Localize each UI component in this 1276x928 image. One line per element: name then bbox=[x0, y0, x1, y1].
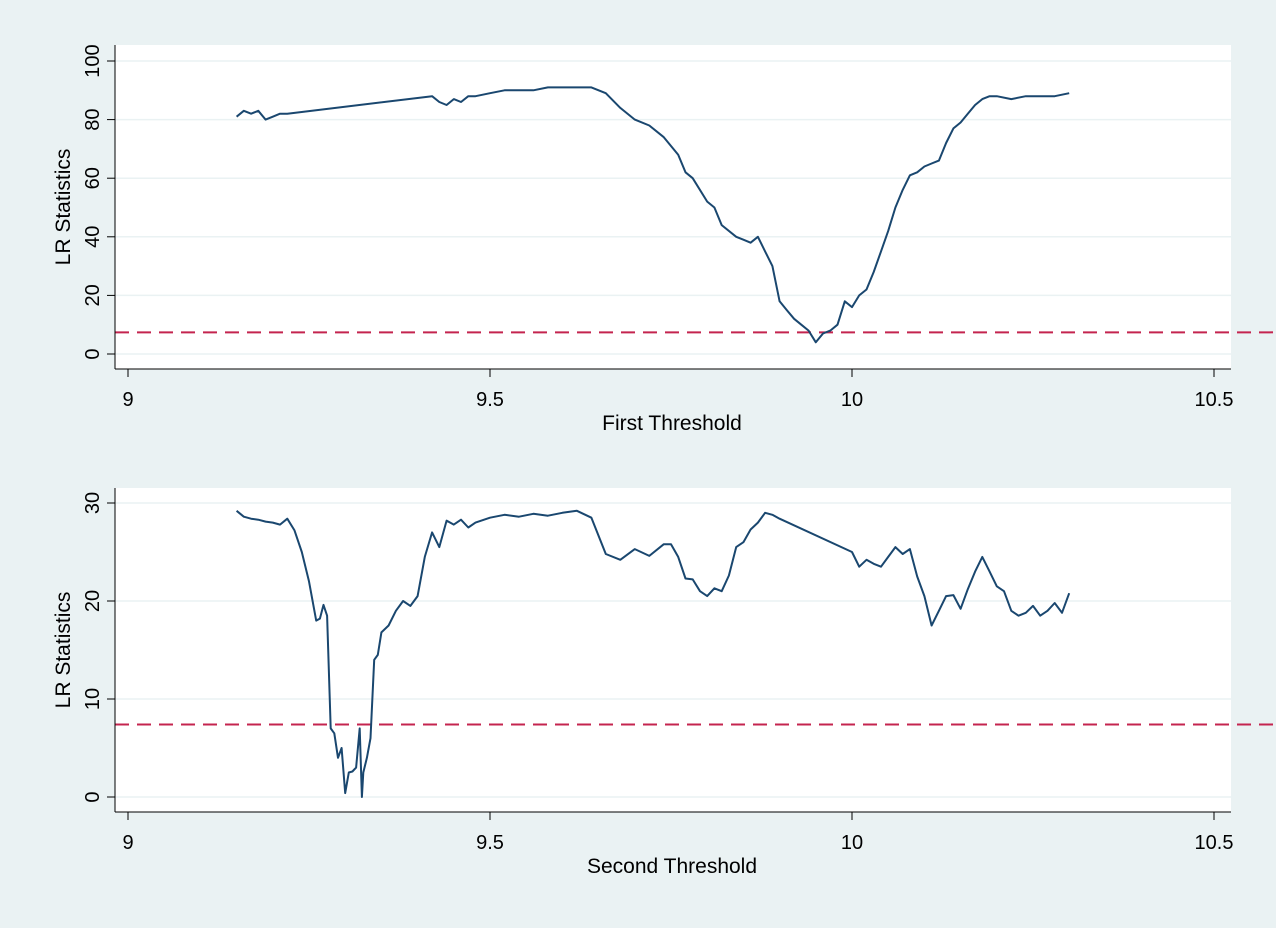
x-tick-label: 10 bbox=[841, 389, 863, 411]
y-ticks-2: 0 10 20 30 bbox=[82, 492, 115, 803]
series-line-1 bbox=[235, 86, 1070, 344]
y-tick-label: 0 bbox=[82, 348, 104, 359]
x-ticks-2: 9 9.5 10 10.5 bbox=[122, 812, 1233, 854]
x-tick-label: 9.5 bbox=[476, 389, 504, 411]
plot-area-2 bbox=[115, 488, 1231, 812]
x-tick-label: 9.5 bbox=[476, 832, 504, 854]
y-tick-label: 10 bbox=[82, 688, 104, 710]
x-tick-label: 10 bbox=[841, 832, 863, 854]
y-tick-label: 20 bbox=[82, 590, 104, 612]
y-ticks-1: 0 20 40 60 80 100 bbox=[82, 44, 115, 360]
series-line-2 bbox=[235, 509, 1071, 798]
x-tick-label: 10.5 bbox=[1195, 832, 1234, 854]
plot-area-1 bbox=[115, 45, 1231, 369]
y-tick-label: 20 bbox=[82, 284, 104, 306]
y-axis-label-1: LR Statistics bbox=[52, 149, 75, 266]
x-ticks-1: 9 9.5 10 10.5 bbox=[122, 369, 1233, 411]
x-tick-label: 10.5 bbox=[1195, 389, 1234, 411]
y-tick-label: 30 bbox=[82, 492, 104, 514]
x-axis-label-1: First Threshold bbox=[602, 412, 742, 435]
y-tick-label: 0 bbox=[82, 791, 104, 802]
x-tick-label: 9 bbox=[122, 389, 133, 411]
grid-1 bbox=[115, 60, 1231, 355]
grid-2 bbox=[115, 502, 1231, 798]
y-tick-label: 40 bbox=[82, 226, 104, 248]
x-axis-label-2: Second Threshold bbox=[587, 855, 757, 878]
y-tick-label: 100 bbox=[82, 44, 104, 77]
y-tick-label: 60 bbox=[82, 167, 104, 189]
y-tick-label: 80 bbox=[82, 108, 104, 130]
chart-panel-2: 0 10 20 30 9 9.5 10 10.5 Second Threshold LR S… bbox=[52, 488, 1276, 878]
y-axis-label-2: LR Statistics bbox=[52, 592, 75, 709]
x-tick-label: 9 bbox=[122, 832, 133, 854]
